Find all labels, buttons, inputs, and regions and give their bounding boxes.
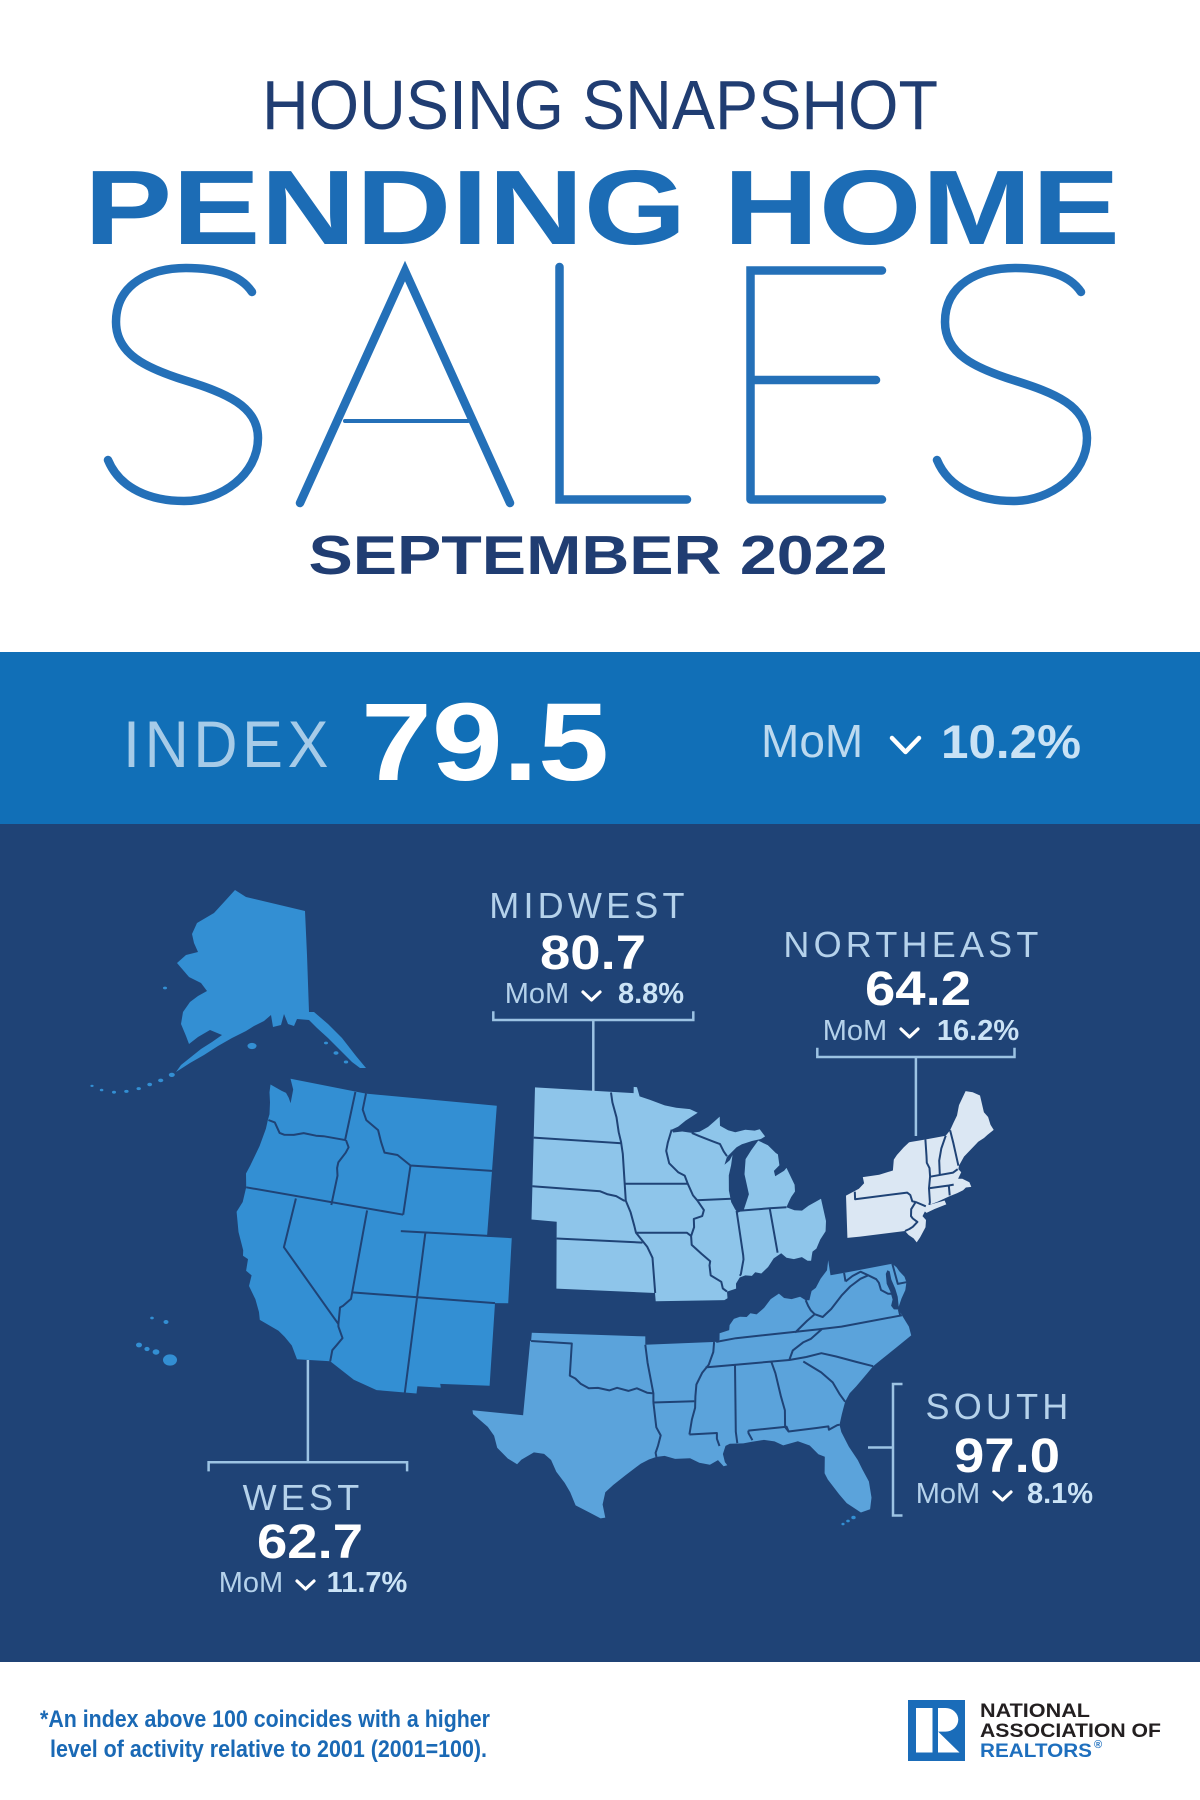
svg-text:WEST: WEST <box>243 1477 364 1518</box>
svg-text:MoM: MoM <box>505 978 569 1010</box>
svg-text:MIDWEST: MIDWEST <box>489 885 688 926</box>
svg-text:16.2%: 16.2% <box>937 1015 1019 1047</box>
svg-text:REALTORS: REALTORS <box>980 1741 1092 1762</box>
svg-text:level of activity relative to: level of activity relative to 2001 (2001… <box>50 1736 487 1763</box>
svg-text:MoM: MoM <box>916 1478 980 1510</box>
svg-text:PENDING HOME: PENDING HOME <box>84 149 1120 267</box>
svg-text:MoM: MoM <box>219 1567 283 1599</box>
svg-text:NORTHEAST: NORTHEAST <box>783 924 1042 965</box>
svg-text:INDEX: INDEX <box>123 707 333 781</box>
svg-text:8.8%: 8.8% <box>618 978 684 1010</box>
svg-text:MoM: MoM <box>823 1015 887 1047</box>
svg-text:11.7%: 11.7% <box>327 1567 408 1599</box>
svg-text:NATIONAL: NATIONAL <box>980 1701 1090 1722</box>
svg-text:64.2: 64.2 <box>865 963 971 1016</box>
svg-text:97.0: 97.0 <box>954 1430 1060 1483</box>
svg-text:*An index above 100 coincides: *An index above 100 coincides with a hig… <box>40 1706 490 1733</box>
svg-text:80.7: 80.7 <box>540 927 646 980</box>
svg-text:62.7: 62.7 <box>257 1516 363 1569</box>
svg-text:MoM: MoM <box>761 715 863 767</box>
svg-text:10.2%: 10.2% <box>941 715 1081 768</box>
svg-text:8.1%: 8.1% <box>1027 1478 1093 1510</box>
svg-text:SEPTEMBER 2022: SEPTEMBER 2022 <box>309 524 888 586</box>
svg-text:®: ® <box>1094 1739 1102 1751</box>
svg-text:HOUSING SNAPSHOT: HOUSING SNAPSHOT <box>262 66 938 144</box>
svg-text:ASSOCIATION OF: ASSOCIATION OF <box>980 1721 1161 1742</box>
svg-text:SOUTH: SOUTH <box>926 1386 1073 1427</box>
svg-text:79.5: 79.5 <box>361 681 609 804</box>
